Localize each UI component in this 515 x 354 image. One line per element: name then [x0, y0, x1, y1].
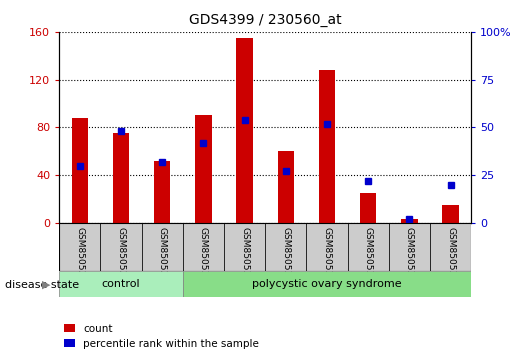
Text: GSM850536: GSM850536	[446, 227, 455, 282]
Text: GSM850532: GSM850532	[281, 227, 290, 282]
Bar	[154, 161, 170, 223]
Text: GSM850527: GSM850527	[75, 227, 84, 282]
Bar	[183, 223, 224, 271]
Text: GSM850530: GSM850530	[199, 227, 208, 282]
Bar	[442, 205, 459, 223]
Text: GSM850529: GSM850529	[158, 227, 167, 282]
Bar	[278, 152, 294, 223]
Bar	[59, 223, 100, 271]
Bar	[59, 271, 183, 297]
Text: GSM850534: GSM850534	[364, 227, 373, 282]
Bar	[183, 271, 471, 297]
Bar	[306, 223, 348, 271]
Bar	[224, 223, 265, 271]
Bar	[195, 115, 212, 223]
Text: GSM850535: GSM850535	[405, 227, 414, 282]
Bar	[401, 219, 418, 223]
Bar	[100, 223, 142, 271]
Text: polycystic ovary syndrome: polycystic ovary syndrome	[252, 279, 402, 289]
Bar	[236, 38, 253, 223]
Text: ▶: ▶	[42, 280, 50, 290]
Text: GSM850528: GSM850528	[116, 227, 126, 282]
Text: GSM850533: GSM850533	[322, 227, 332, 282]
Bar	[430, 223, 471, 271]
Bar	[360, 193, 376, 223]
Bar	[389, 223, 430, 271]
Text: GSM850531: GSM850531	[240, 227, 249, 282]
Bar	[348, 223, 389, 271]
Legend: count, percentile rank within the sample: count, percentile rank within the sample	[64, 324, 259, 349]
Text: control: control	[102, 279, 140, 289]
Text: disease state: disease state	[5, 280, 79, 290]
Bar	[142, 223, 183, 271]
Bar	[265, 223, 306, 271]
Bar	[113, 133, 129, 223]
Bar	[319, 70, 335, 223]
Bar	[72, 118, 88, 223]
Title: GDS4399 / 230560_at: GDS4399 / 230560_at	[189, 13, 341, 27]
